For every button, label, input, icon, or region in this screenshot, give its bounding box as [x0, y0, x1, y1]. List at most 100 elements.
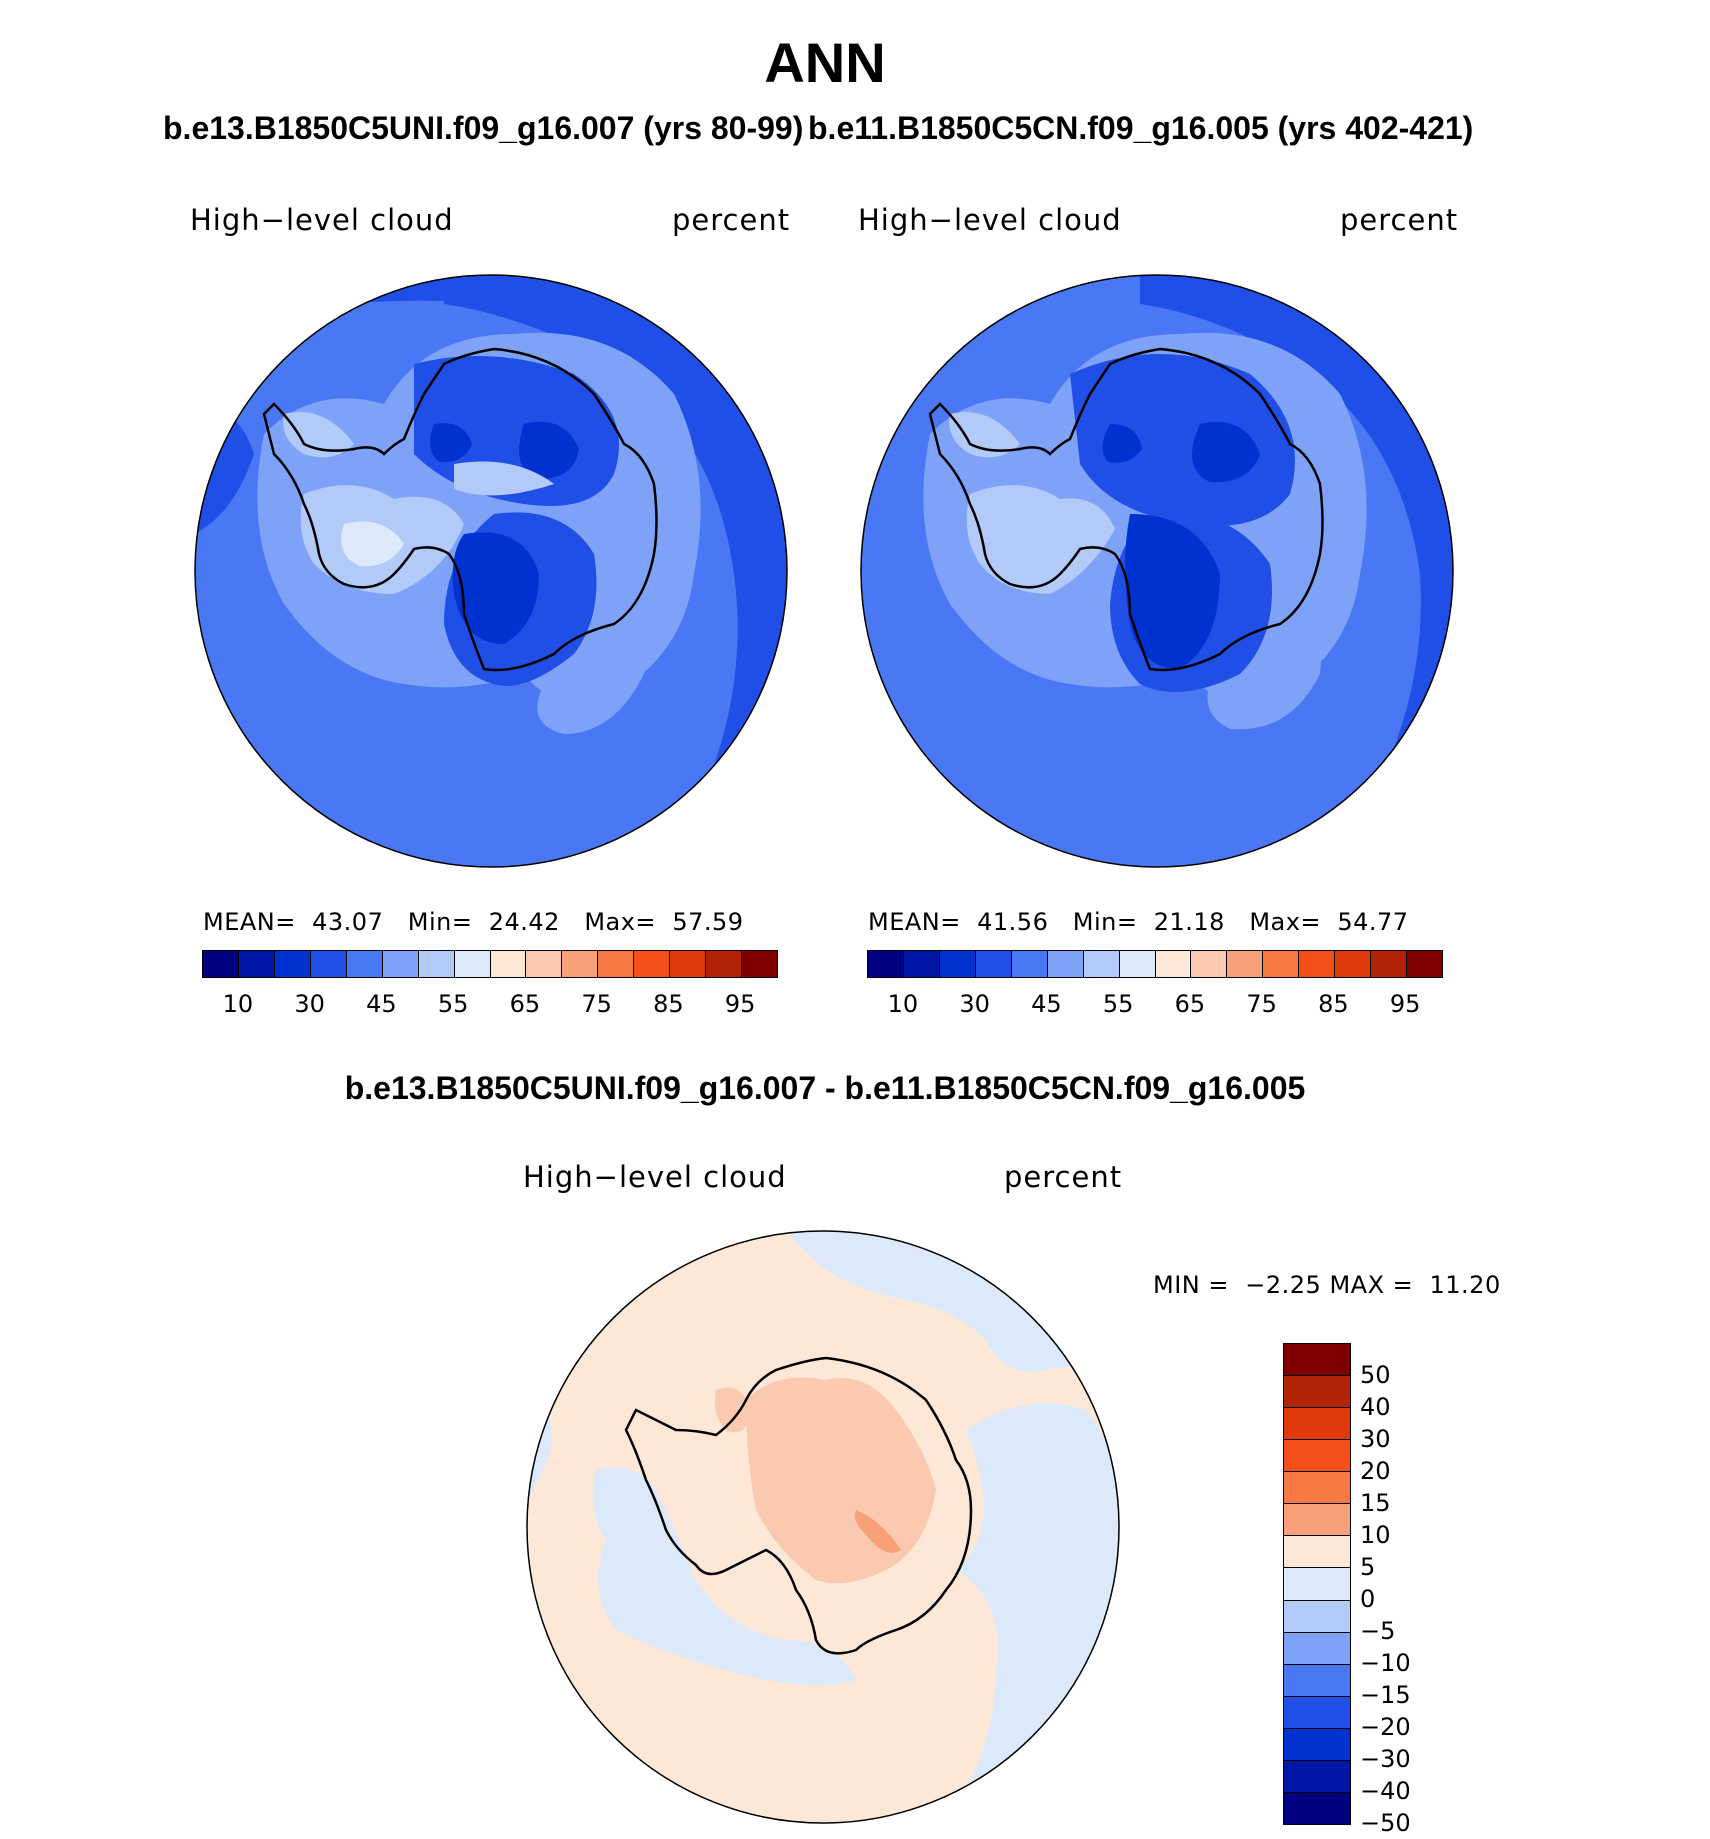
colorbar-tick-label: 5	[1360, 1553, 1376, 1581]
colorbar-tick-label: −15	[1360, 1681, 1411, 1709]
colorbar-tick-label: −20	[1360, 1713, 1411, 1741]
colorbar-tick-label: 45	[1031, 990, 1062, 1018]
map-boundary	[860, 274, 1454, 868]
colorbar-tick-label: 45	[366, 990, 397, 1018]
colorbar-swatch	[1284, 1376, 1350, 1409]
colorbar-swatch	[1335, 951, 1372, 977]
positive-contour	[746, 1377, 936, 1584]
colorbar-swatch	[1299, 951, 1336, 977]
colorbar-swatch	[903, 951, 940, 977]
colorbar-tick-label: −5	[1360, 1617, 1396, 1645]
panel-left-units-label: percent	[672, 203, 791, 237]
colorbar-swatch	[418, 951, 455, 977]
colorbar-tick-label: 15	[1360, 1488, 1391, 1517]
panel-right-map	[860, 274, 1454, 868]
colorbar-swatch	[1284, 1344, 1350, 1377]
colorbar-tick-label: 75	[1246, 990, 1277, 1018]
interior-contour	[1070, 354, 1295, 526]
panel-left-variable-label: High−level cloud	[190, 203, 454, 237]
colorbar-swatch	[1119, 951, 1156, 977]
colorbar-swatch	[975, 951, 1012, 977]
panel-right-stats: MEAN= 41.56 Min= 21.18 Max= 54.77	[868, 908, 1409, 936]
outer-band-contour	[1140, 275, 1453, 867]
colorbar-tick-label: 95	[724, 990, 756, 1018]
colorbar-swatch	[634, 951, 671, 977]
colorbar-tick-label: 85	[653, 990, 684, 1018]
difference-colorbar	[1283, 1343, 1351, 1825]
colorbar-swatch	[1047, 951, 1084, 977]
colorbar-swatch	[310, 951, 347, 977]
colorbar-swatch	[939, 951, 976, 977]
colorbar-swatch	[1191, 951, 1228, 977]
colorbar-tick-label: 10	[1360, 1521, 1391, 1549]
difference-stats: MIN = −2.25 MAX = 11.20	[1153, 1271, 1501, 1299]
colorbar-swatch	[1263, 951, 1300, 977]
coastline	[262, 347, 658, 672]
colorbar-swatch	[454, 951, 491, 977]
coastline	[928, 347, 1324, 672]
colorbar-tick-label: 40	[1360, 1393, 1391, 1421]
colorbar-swatch	[562, 951, 599, 977]
colorbar-tick-label: 10	[222, 990, 254, 1018]
colorbar-tick-label: −40	[1360, 1777, 1411, 1805]
colorbar-tick-label: 30	[1360, 1425, 1391, 1453]
colorbar-swatch	[706, 951, 743, 977]
map-boundary	[526, 1230, 1120, 1824]
colorbar-swatch	[1284, 1632, 1350, 1665]
colorbar-swatch	[1011, 951, 1048, 977]
colorbar-tick-label: 55	[1102, 990, 1134, 1018]
panel-right-colorbar	[867, 950, 1443, 978]
colorbar-tick-label: −30	[1360, 1745, 1411, 1773]
difference-map	[526, 1230, 1120, 1824]
panel-right-colorbar-ticks: 10 30 45 55 65 75 85 95	[867, 990, 1441, 1020]
colorbar-swatch	[346, 951, 383, 977]
colorbar-swatch	[1083, 951, 1120, 977]
panel-right-variable-label: High−level cloud	[858, 203, 1122, 237]
figure-title: ANN	[764, 31, 886, 94]
colorbar-swatch	[1284, 1760, 1350, 1793]
colorbar-swatch	[274, 951, 311, 977]
colorbar-tick-label: 65	[1174, 990, 1206, 1018]
colorbar-swatch	[1284, 1504, 1350, 1537]
colorbar-swatch	[1284, 1440, 1350, 1473]
colorbar-tick-label: 65	[509, 990, 541, 1018]
colorbar-swatch	[1284, 1536, 1350, 1569]
panel-left-case-title: b.e13.B1850C5UNI.f09_g16.007 (yrs 80-99)	[163, 110, 804, 146]
colorbar-tick-label: −50	[1360, 1809, 1411, 1837]
colorbar-tick-label: 30	[959, 990, 990, 1018]
colorbar-tick-label: 10	[887, 990, 919, 1018]
panel-left-colorbar-ticks: 10 30 45 55 65 75 85 95	[202, 990, 776, 1020]
colorbar-swatch	[598, 951, 635, 977]
panel-left-map	[194, 274, 788, 868]
colorbar-swatch	[1155, 951, 1192, 977]
colorbar-swatch	[238, 951, 275, 977]
colorbar-swatch	[1284, 1728, 1350, 1761]
coastline	[624, 1356, 973, 1655]
colorbar-swatch	[742, 951, 777, 977]
colorbar-swatch	[670, 951, 707, 977]
difference-units-label: percent	[1004, 1160, 1123, 1194]
outer-band-contour	[444, 275, 787, 867]
difference-title: b.e13.B1850C5UNI.f09_g16.007 - b.e11.B18…	[344, 1070, 1306, 1106]
colorbar-swatch	[1284, 1600, 1350, 1633]
colorbar-tick-label: 95	[1389, 990, 1421, 1018]
colorbar-swatch	[526, 951, 563, 977]
colorbar-swatch	[382, 951, 419, 977]
colorbar-tick-label: 50	[1360, 1361, 1391, 1389]
difference-variable-label: High−level cloud	[523, 1160, 787, 1194]
colorbar-swatch	[1284, 1568, 1350, 1601]
colorbar-tick-label: 0	[1360, 1585, 1376, 1613]
panel-left-colorbar	[202, 950, 778, 978]
colorbar-swatch	[1284, 1408, 1350, 1441]
difference-colorbar-ticks: 50 40 30 20 15 10 5 0 −5 −10 −15 −20 −30 −40 −50	[1360, 1343, 1480, 1837]
colorbar-tick-label: 55	[437, 990, 469, 1018]
colorbar-swatch	[203, 951, 239, 977]
colorbar-swatch	[868, 951, 904, 977]
colorbar-swatch	[490, 951, 527, 977]
panel-right-case-title: b.e11.B1850C5CN.f09_g16.005 (yrs 402-421…	[808, 110, 1474, 146]
colorbar-swatch	[1284, 1472, 1350, 1505]
colorbar-swatch	[1284, 1664, 1350, 1697]
colorbar-swatch	[1284, 1792, 1350, 1824]
colorbar-tick-label: 75	[581, 990, 612, 1018]
peninsula-contour	[966, 485, 1115, 594]
